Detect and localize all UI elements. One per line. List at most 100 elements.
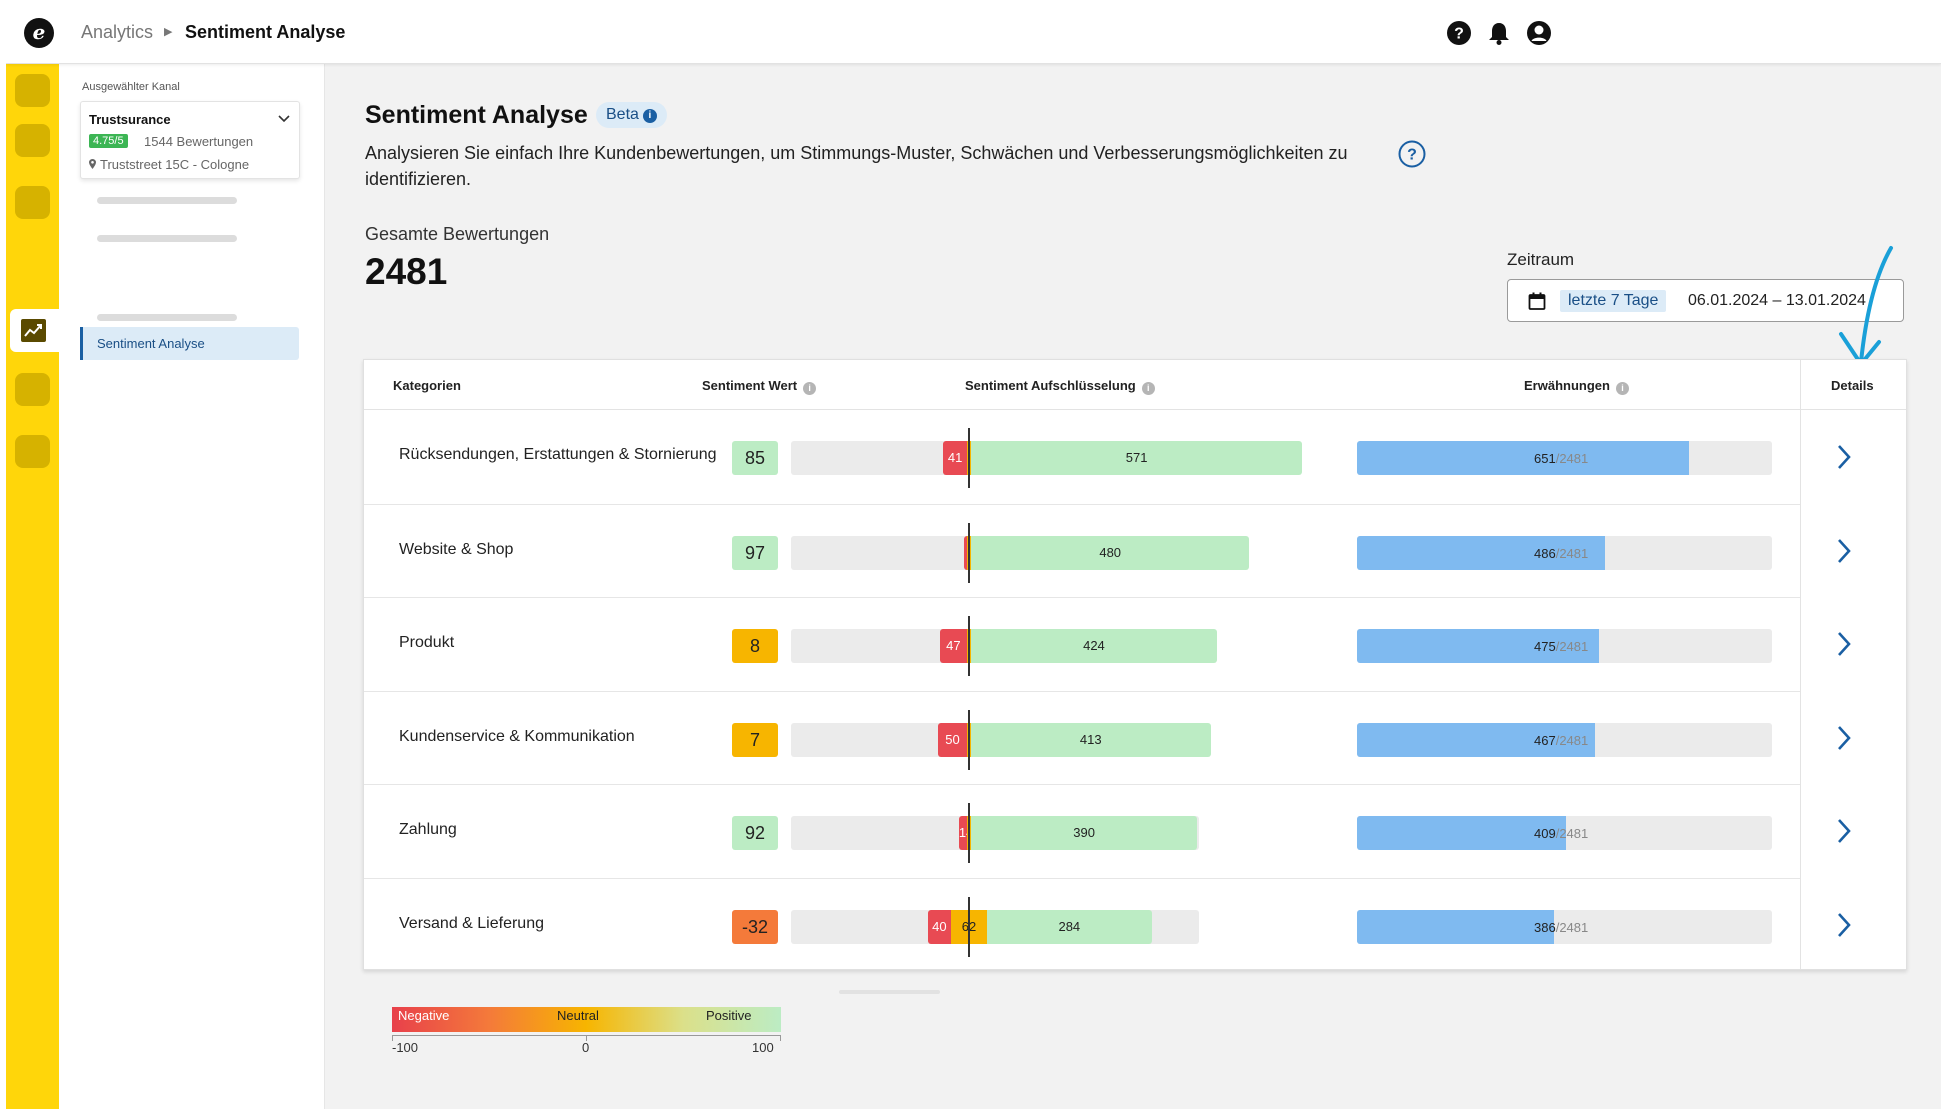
mentions-bar-fill [1357,629,1600,663]
nav-item-sentiment-analyse[interactable]: Sentiment Analyse [80,327,299,360]
rail-item-analytics[interactable] [10,309,59,352]
table-row[interactable]: Website & Shop 97 480 486/2481 [364,503,1800,597]
mentions-count: 486/2481 [1534,546,1588,561]
calendar-icon [1528,292,1546,310]
mentions-bar-fill [1357,441,1690,475]
rating-badge: 4.75/5 [89,134,128,148]
sentiment-breakdown-bar[interactable]: 41 571 [791,428,1303,488]
positive-segment: 480 [971,535,1250,570]
info-icon[interactable]: i [1141,382,1155,395]
help-icon[interactable]: ? [1446,20,1472,46]
info-icon[interactable]: i [803,382,817,395]
rail-item-2[interactable] [15,124,50,157]
address-text: Truststreet 15C - Cologne [100,157,250,172]
table-row[interactable]: Zahlung 92 14390 409/2481 [364,784,1800,877]
legend-tick [780,1035,781,1041]
category-name: Versand & Lieferung [399,914,544,932]
header-divider [364,409,1906,410]
negative-segment: 50 [938,722,967,757]
mentions-value: 409 [1534,826,1556,841]
mentions-value: 386 [1534,919,1556,935]
date-range-picker[interactable]: letzte 7 Tage 06.01.2024 – 13.01.2024 [1507,279,1904,322]
details-chevron-right-icon[interactable] [1836,725,1852,751]
icon-rail [6,64,59,1109]
legend-negative: Negative [398,1008,450,1023]
category-name: Kundenservice & Kommunikation [399,727,635,745]
category-name: Produkt [399,634,455,651]
table-row[interactable]: Kundenservice & Kommunikation 7 50 413 467/2… [364,690,1800,784]
sentiment-breakdown-bar[interactable]: 47 424 [791,616,1217,676]
sentiment-score-badge: -32 [732,909,778,944]
positive-segment: 413 [971,722,1211,757]
breadcrumb-analytics[interactable]: Analytics [81,22,154,42]
rail-item-3[interactable] [15,186,50,219]
horizontal-scrollbar[interactable] [839,990,940,994]
beta-badge[interactable]: Beta i [596,102,667,128]
breadcrumb-separator-icon: ▶ [164,26,173,38]
details-chevron-right-icon[interactable] [1836,912,1852,938]
table-row[interactable]: Rücksendungen, Erstattungen & Stornierun… [364,410,1800,503]
positive-segment: 424 [971,629,1217,663]
table-row[interactable]: Versand & Lieferung -32 4062284 386/2481 [364,877,1800,971]
channel-selector[interactable]: Trustsurance 4.75/5 1544 Bewertungen Tru… [80,101,300,179]
zero-marker [968,616,970,676]
sentiment-breakdown-bar[interactable]: 50 413 [791,709,1211,770]
positive-segment: 390 [971,816,1198,850]
bell-icon[interactable] [1486,20,1512,46]
mentions-total: /2481 [1555,545,1589,561]
help-circle-icon[interactable]: ? [1398,140,1426,168]
mentions-count: 475/2481 [1534,639,1588,654]
details-chevron-right-icon[interactable] [1836,538,1852,564]
mentions-bar[interactable]: 386/2481 [1357,909,1772,944]
svg-text:?: ? [1407,147,1417,164]
app-frame: e Analytics ▶ Sentiment Analyse ? [6,0,1941,1109]
details-chevron-right-icon[interactable] [1836,444,1852,470]
top-bar: e Analytics ▶ Sentiment Analyse ? [6,0,1941,64]
mentions-bar[interactable]: 467/2481 [1357,722,1772,757]
rail-item-1[interactable] [15,74,50,107]
header-category: Kategorien [393,378,461,393]
zero-marker [968,709,970,770]
breadcrumb-current: Sentiment Analyse [185,22,346,42]
negative-segment: 14 [958,816,967,850]
mentions-bar[interactable]: 409/2481 [1357,816,1772,850]
legend-neutral: Neutral [557,1008,599,1023]
page-description: Analysieren Sie einfach Ihre Kundenbewer… [365,143,1348,189]
sub-sidebar: Ausgewählter Kanal Trustsurance 4.75/5 1… [59,64,325,1109]
sentiment-breakdown-bar[interactable]: 4062284 [791,896,1199,957]
header-mentions: Erwähnungen i [1524,378,1629,395]
mentions-total: /2481 [1555,919,1589,935]
mentions-bar-fill [1357,816,1566,850]
mentions-count: 467/2481 [1534,733,1588,748]
reviews-count: 1544 Bewertungen [144,134,254,149]
total-reviews-value: 2481 [365,251,448,292]
period-preset-chip[interactable]: letzte 7 Tage [1560,290,1667,312]
rail-item-6[interactable] [15,435,50,468]
sentiment-breakdown-bar[interactable]: 14390 [791,803,1199,863]
legend-max: 100 [752,1040,774,1055]
mentions-bar[interactable]: 651/2481 [1357,441,1772,475]
nav-item-placeholder[interactable] [97,314,237,321]
mentions-count: 386/2481 [1534,920,1588,935]
header-mentions-label: Erwähnungen [1524,378,1610,393]
info-icon[interactable]: i [1615,382,1629,395]
details-chevron-right-icon[interactable] [1836,818,1852,844]
sentiment-breakdown-bar[interactable]: 480 [791,522,1250,583]
rail-item-5[interactable] [15,373,50,406]
legend-mid: 0 [582,1040,590,1055]
nav-item-placeholder[interactable] [97,235,237,242]
app-logo[interactable]: e [24,18,54,48]
category-name: Website & Shop [399,540,514,558]
mentions-bar[interactable]: 475/2481 [1357,629,1772,663]
account-icon[interactable] [1526,20,1552,46]
details-chevron-right-icon[interactable] [1836,631,1852,657]
table-row[interactable]: Produkt 8 47 424 475/2481 [364,597,1800,690]
zero-marker [968,428,970,488]
nav-item-placeholder[interactable] [97,197,237,204]
mentions-count: 651/2481 [1534,451,1588,466]
sentiment-score-badge: 7 [732,722,778,757]
legend-tick [586,1035,587,1041]
mentions-total: /2481 [1555,639,1589,654]
legend-tick [392,1035,393,1041]
mentions-bar[interactable]: 486/2481 [1357,535,1772,570]
